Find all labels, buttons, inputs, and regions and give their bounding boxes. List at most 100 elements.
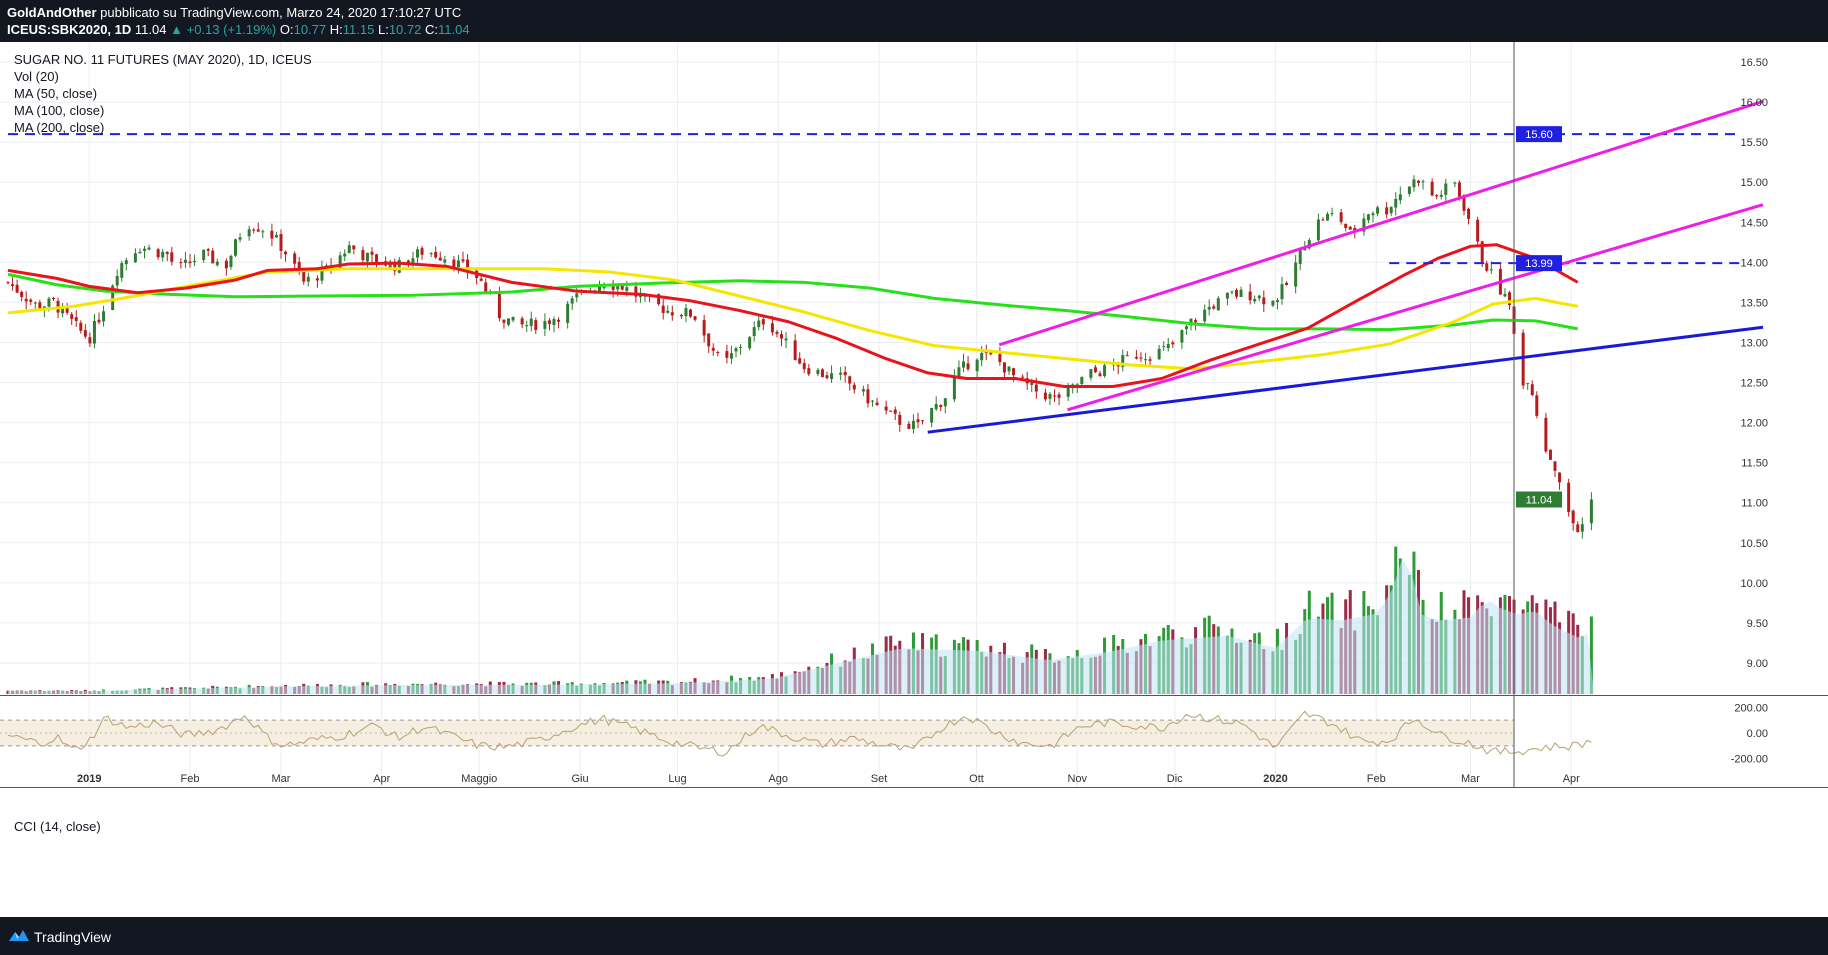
candle-body <box>707 333 711 347</box>
candle-body <box>761 319 765 325</box>
time-tick-label: Lug <box>668 773 686 785</box>
candle-body <box>1048 393 1052 399</box>
candle-body <box>484 282 488 292</box>
candle-body <box>143 248 146 251</box>
candle-body <box>443 259 447 263</box>
candle-body <box>147 247 151 250</box>
candle-body <box>375 254 379 263</box>
candle-body <box>452 259 456 268</box>
candle-body <box>1394 198 1398 208</box>
time-tick-label: Maggio <box>461 773 497 785</box>
candle-body <box>1294 262 1298 287</box>
candle-body <box>1316 219 1320 241</box>
candle-body <box>1162 346 1166 348</box>
candle-body <box>1225 292 1229 299</box>
cci-pane <box>0 710 1592 757</box>
candle-body <box>957 367 961 378</box>
legend-volume[interactable]: Vol (20) <box>14 69 59 84</box>
candle-body <box>320 267 324 281</box>
candle-body <box>1203 309 1207 322</box>
legend-cci[interactable]: CCI (14, close) <box>14 819 101 834</box>
candle-body <box>802 363 806 370</box>
candle-body <box>461 259 465 262</box>
candle-body <box>124 260 128 265</box>
candle-body <box>1589 499 1593 524</box>
high-label: H: <box>329 22 343 37</box>
low-value: 10.72 <box>388 22 422 37</box>
candle-body <box>952 377 956 400</box>
time-tick-label: Ago <box>768 773 788 785</box>
low-label: L: <box>377 22 389 37</box>
candle-body <box>1189 318 1193 326</box>
candle-body <box>6 282 10 284</box>
symbol-label: ICEUS:SBK2020, 1D <box>7 22 132 37</box>
candle-body <box>102 311 106 322</box>
candle-body <box>1453 182 1457 184</box>
cci-tick-label: 0.00 <box>1747 728 1768 740</box>
candle-body <box>70 314 74 319</box>
price-chart[interactable]: 16.50 16.00 15.50 15.00 14.50 14.00 13.50 13.00… <box>0 42 1828 917</box>
candle-body <box>1389 207 1393 214</box>
candle-body <box>274 234 278 238</box>
author-name[interactable]: GoldAndOther <box>7 5 97 20</box>
legend-ma200[interactable]: MA (200, close) <box>14 120 105 135</box>
time-tick-label: Mar <box>1461 773 1480 785</box>
candle-body <box>1503 293 1507 297</box>
candle-body <box>1235 289 1238 297</box>
candle-body <box>456 260 460 268</box>
candle-body <box>1285 282 1289 286</box>
candle-body <box>1339 212 1343 222</box>
candle-body <box>1280 284 1284 300</box>
candle-body <box>1567 482 1571 513</box>
candle-body <box>270 230 274 239</box>
time-tick-label: 2020 <box>1263 773 1287 785</box>
candle-body <box>998 354 1002 363</box>
candle-body <box>529 318 533 326</box>
candle-body <box>15 284 19 293</box>
candle-body <box>816 369 820 375</box>
candle-body <box>111 285 115 310</box>
candle-body <box>61 306 65 314</box>
candle-body <box>557 319 561 322</box>
volume-ma-area <box>8 558 1594 694</box>
candle-body <box>466 259 470 272</box>
candle-body <box>1275 300 1279 302</box>
grid-lines <box>0 42 1828 917</box>
axes: 16.50 16.00 15.50 15.00 14.50 14.00 13.50 13.00… <box>0 42 1828 788</box>
candle-body <box>861 389 865 392</box>
header-bar: GoldAndOther pubblicato su TradingView.c… <box>0 0 1828 42</box>
candle-body <box>547 320 551 325</box>
candle-body <box>980 353 984 361</box>
candle-body <box>1485 263 1489 271</box>
candle-body <box>120 263 124 278</box>
candle-body <box>1248 291 1252 301</box>
time-tick-label: 2019 <box>77 773 101 785</box>
candle-body <box>1535 395 1539 416</box>
price-tick-label: 10.00 <box>1740 578 1768 590</box>
candle-body <box>566 303 570 323</box>
candle-body <box>138 251 142 254</box>
candle-body <box>297 261 301 273</box>
legend-ma50[interactable]: MA (50, close) <box>14 86 98 101</box>
candle-body <box>52 297 55 300</box>
candle-body <box>1508 292 1511 305</box>
candle-body <box>1435 195 1439 197</box>
candle-body <box>1043 392 1047 400</box>
cci-tick-label: -200.00 <box>1731 754 1768 766</box>
candle-body <box>156 249 160 258</box>
candle-body <box>393 262 397 272</box>
legend-ma100[interactable]: MA (100, close) <box>14 103 105 118</box>
candle-body <box>279 234 283 252</box>
footer-bar: TradingView <box>0 917 1828 955</box>
candle-body <box>1521 332 1525 386</box>
candle-body <box>1476 219 1480 242</box>
candle-body <box>598 286 601 293</box>
candle-body <box>429 253 433 255</box>
price-tag <box>1516 491 1562 508</box>
candle-body <box>748 337 752 349</box>
brand-name[interactable]: TradingView <box>34 929 112 945</box>
price-tick-label: 11.50 <box>1741 458 1768 470</box>
up-arrow-icon: ▲ <box>170 22 183 37</box>
candle-body <box>47 298 51 307</box>
candle-body <box>843 371 847 376</box>
